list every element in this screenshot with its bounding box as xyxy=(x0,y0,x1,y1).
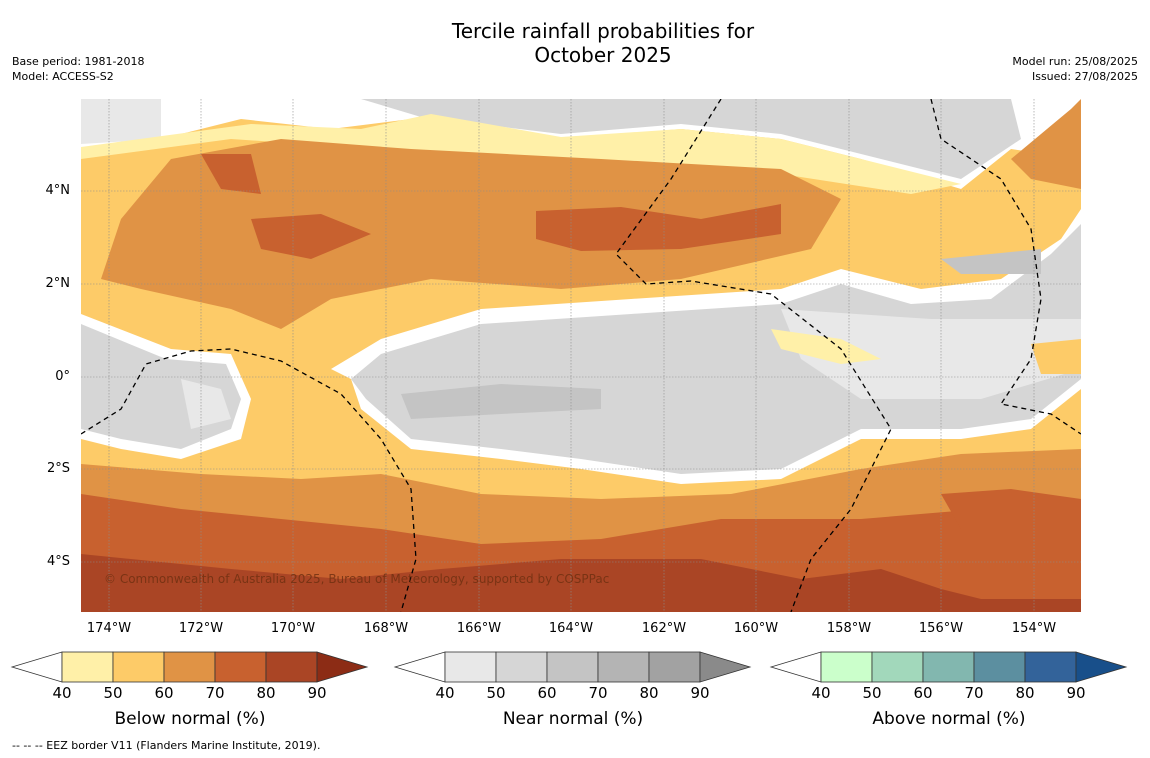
colorbar-swatch xyxy=(444,651,497,683)
probability-fields xyxy=(81,99,1081,612)
colorbar-tick: 80 xyxy=(256,684,276,702)
colorbar-extend-low xyxy=(769,651,822,683)
colorbar-tick: 50 xyxy=(486,684,506,702)
lon-label: 168°W xyxy=(363,621,409,636)
lon-label: 156°W xyxy=(918,621,964,636)
colorbar-swatch xyxy=(597,651,650,683)
colorbar-tick: 60 xyxy=(537,684,557,702)
lon-label: 162°W xyxy=(641,621,687,636)
colorbar-swatch xyxy=(265,651,318,683)
colorbar-tick: 40 xyxy=(52,684,72,702)
title-line-1: Tercile rainfall probabilities for xyxy=(451,19,755,43)
colorbar-tick: 70 xyxy=(205,684,225,702)
colorbar-swatch xyxy=(1024,651,1077,683)
colorbar-above-swatches xyxy=(769,651,1128,683)
colorbar-near-swatches xyxy=(393,651,752,683)
issued-date: Issued: 27/08/2025 xyxy=(1031,70,1138,83)
colorbar-near-label: Near normal (%) xyxy=(502,709,644,729)
lat-label: 4°S xyxy=(46,554,70,569)
colorbar-tick: 80 xyxy=(639,684,659,702)
colorbar-swatch xyxy=(495,651,548,683)
colorbar-swatch xyxy=(163,651,216,683)
colorbar-below-label: Below normal (%) xyxy=(114,709,266,729)
colorbar-tick: 50 xyxy=(862,684,882,702)
colorbar-swatch xyxy=(214,651,267,683)
model-name: Model: ACCESS-S2 xyxy=(12,70,114,83)
colorbar-extend-low xyxy=(10,651,63,683)
colorbar-swatch xyxy=(922,651,975,683)
colorbar-svg xyxy=(769,651,1128,683)
colorbar-tick: 40 xyxy=(811,684,831,702)
meta-left: Base period: 1981-2018 Model: ACCESS-S2 xyxy=(12,54,144,84)
colorbar-tick: 80 xyxy=(1015,684,1035,702)
colorbar-tick: 50 xyxy=(103,684,123,702)
colorbar-above-label: Above normal (%) xyxy=(872,709,1026,729)
lat-label: 0° xyxy=(55,369,70,384)
model-run: Model run: 25/08/2025 xyxy=(1012,55,1138,68)
colorbar-tick: 90 xyxy=(307,684,327,702)
colorbar-swatch xyxy=(648,651,701,683)
colorbar-swatch xyxy=(61,651,114,683)
colorbar-svg xyxy=(10,651,369,683)
colorbar-extend-high xyxy=(316,651,369,683)
lon-label: 170°W xyxy=(270,621,316,636)
lon-label: 172°W xyxy=(178,621,224,636)
base-period: Base period: 1981-2018 xyxy=(12,55,145,68)
colorbar-svg xyxy=(393,651,752,683)
colorbar-extend-high xyxy=(699,651,752,683)
colorbar-tick: 90 xyxy=(1066,684,1086,702)
lon-label: 154°W xyxy=(1011,621,1057,636)
colorbar-swatch xyxy=(973,651,1026,683)
rainfall-probability-map xyxy=(81,99,1081,612)
lon-label: 164°W xyxy=(548,621,594,636)
lon-label: 158°W xyxy=(826,621,872,636)
colorbar-tick: 70 xyxy=(588,684,608,702)
colorbar-tick: 40 xyxy=(435,684,455,702)
title-line-2: October 2025 xyxy=(534,43,672,67)
colorbar-extend-high xyxy=(1075,651,1128,683)
eez-border xyxy=(81,99,1081,612)
lat-label: 4°N xyxy=(45,183,71,198)
copyright-text: © Commonwealth of Australia 2025, Bureau… xyxy=(104,572,610,586)
colorbar-swatch xyxy=(546,651,599,683)
lon-label: 166°W xyxy=(456,621,502,636)
lon-label: 174°W xyxy=(86,621,132,636)
lat-label: 2°N xyxy=(45,276,71,291)
colorbar-extend-low xyxy=(393,651,446,683)
colorbar-swatch xyxy=(112,651,165,683)
colorbar-tick: 60 xyxy=(913,684,933,702)
colorbar-tick: 70 xyxy=(964,684,984,702)
colorbar-tick: 90 xyxy=(690,684,710,702)
meta-right: Model run: 25/08/2025 Issued: 27/08/2025 xyxy=(1012,54,1138,84)
map-title: Tercile rainfall probabilities for Octob… xyxy=(403,19,803,67)
lon-label: 160°W xyxy=(733,621,779,636)
lat-label: 2°S xyxy=(46,461,70,476)
colorbar-tick: 60 xyxy=(154,684,174,702)
footer-note: -- -- -- EEZ border V11 (Flanders Marine… xyxy=(12,739,321,752)
graticule xyxy=(81,99,1081,612)
colorbar-swatch xyxy=(820,651,873,683)
colorbar-swatch xyxy=(871,651,924,683)
colorbar-below-swatches xyxy=(10,651,369,683)
